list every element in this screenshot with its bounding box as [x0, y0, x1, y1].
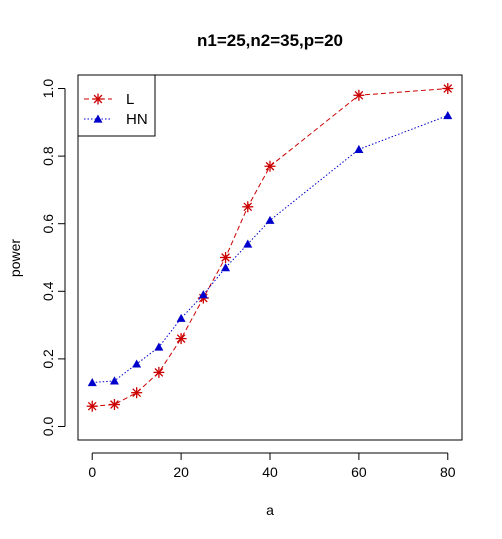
- data-point-hn: [243, 239, 253, 248]
- data-point-hn: [87, 378, 97, 387]
- legend-marker: [93, 114, 103, 123]
- plot-frame: [77, 74, 463, 441]
- x-tick-label: 60: [351, 464, 367, 480]
- legend-item-hn: HN: [84, 111, 148, 128]
- legend-marker: [92, 93, 104, 105]
- series-layer: [86, 83, 454, 412]
- x-tick-label: 20: [173, 464, 189, 480]
- data-point-l: [242, 201, 254, 213]
- y-tick-label: 1.0: [40, 79, 56, 99]
- axes: 0 20 40 60 80 0.0 0.2 0.4 0.6 0.8 1.0: [40, 79, 456, 480]
- legend-label: L: [126, 91, 134, 108]
- data-point-l: [131, 387, 143, 399]
- chart-title: n1=25,n2=35,p=20: [197, 31, 343, 50]
- data-point-hn: [154, 342, 164, 351]
- data-point-hn: [198, 290, 208, 299]
- x-tick-label: 80: [440, 464, 456, 480]
- data-point-l: [220, 252, 232, 263]
- legend-item-l: L: [84, 91, 134, 108]
- data-point-hn: [109, 376, 119, 385]
- series-hn: [87, 111, 453, 387]
- data-point-l: [86, 400, 98, 412]
- data-point-l: [108, 399, 120, 411]
- data-point-hn: [132, 359, 142, 368]
- y-tick-label: 0.8: [40, 146, 56, 166]
- data-point-l: [353, 89, 365, 101]
- y-tick-label: 0.0: [40, 417, 56, 437]
- data-point-hn: [443, 111, 453, 120]
- x-axis-label: a: [266, 502, 274, 518]
- y-tick-label: 0.4: [40, 281, 56, 301]
- data-point-l: [153, 366, 165, 378]
- y-tick-label: 0.2: [40, 349, 56, 369]
- data-point-hn: [354, 144, 364, 153]
- y-tick-label: 0.6: [40, 214, 56, 234]
- legend-box: [77, 74, 156, 137]
- data-point-hn: [265, 215, 275, 224]
- x-tick-label: 0: [88, 464, 96, 480]
- data-point-l: [175, 333, 187, 345]
- data-point-hn: [221, 263, 231, 272]
- y-axis-label: power: [7, 239, 23, 277]
- data-point-l: [264, 160, 276, 172]
- x-tick-label: 40: [262, 464, 278, 480]
- series-line-hn: [92, 115, 448, 384]
- data-point-l: [442, 83, 454, 95]
- legend: L HN: [77, 74, 156, 137]
- data-point-hn: [176, 313, 186, 322]
- legend-label: HN: [126, 111, 148, 128]
